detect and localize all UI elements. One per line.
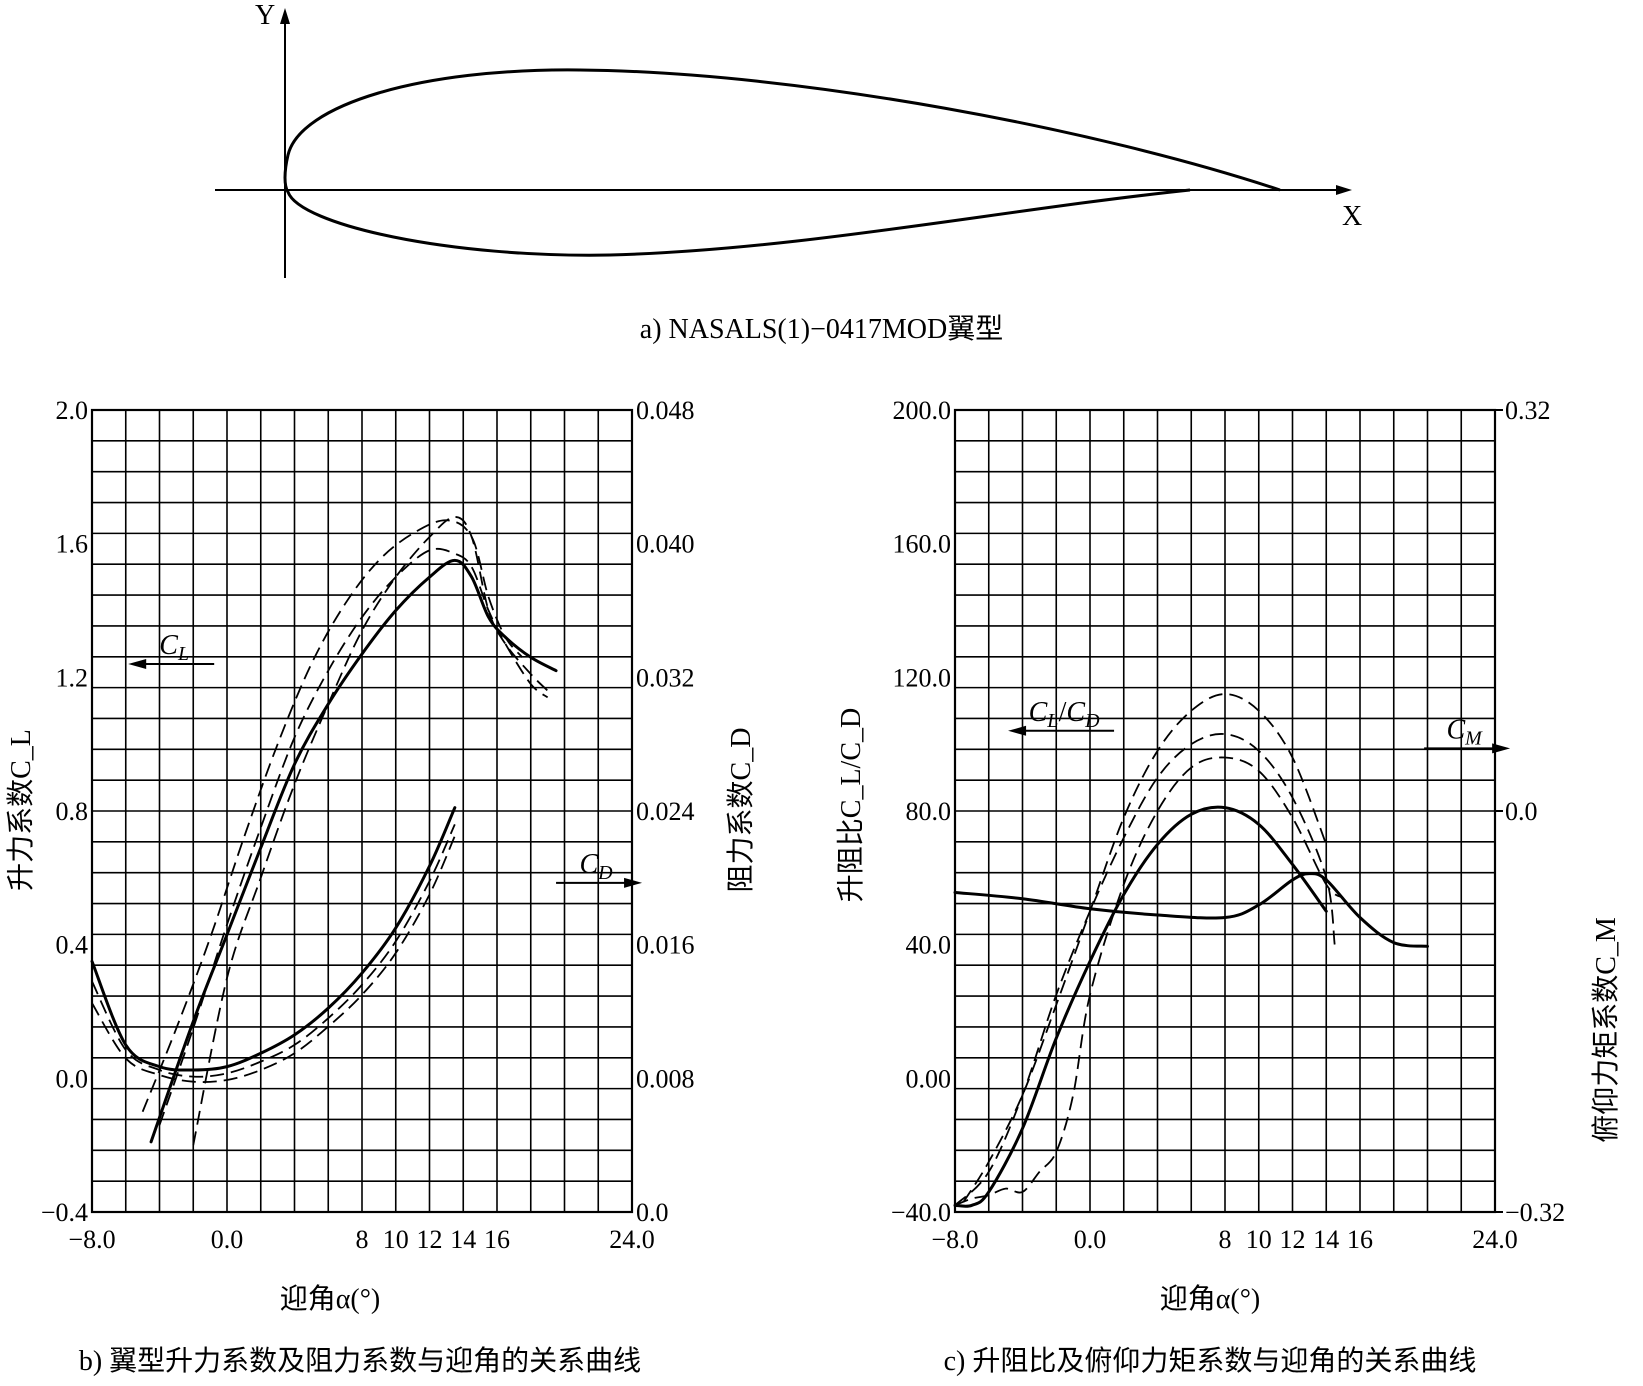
- right-axis-tick-label: −0.32: [1505, 1198, 1565, 1227]
- chart-b-x-axis-label: 迎角α(°): [280, 1283, 381, 1315]
- left-axis-tick-label: 40.0: [906, 931, 952, 960]
- chart-c-x-axis-label: 迎角α(°): [1160, 1283, 1261, 1315]
- x-axis-tick-label: 8: [356, 1225, 369, 1254]
- x-axis-tick-label: 10: [1246, 1225, 1272, 1254]
- chart-b-annotations: CL CD: [128, 630, 643, 888]
- chart-c-annotations: CL /CD CM: [1008, 697, 1511, 754]
- right-axis-tick-label: 0.0: [636, 1198, 669, 1227]
- x-axis-tick-label: 14: [1313, 1225, 1339, 1254]
- series-dashed-curve: [954, 756, 1344, 1207]
- series-dashed-curve: [141, 519, 524, 1113]
- annotation-c-m-label: CM: [1446, 714, 1483, 749]
- x-axis-tick-label: 14: [450, 1225, 476, 1254]
- x-axis-tick-label: 0.0: [211, 1225, 244, 1254]
- x-axis-tick-label: 24.0: [609, 1225, 655, 1254]
- c-d-curve: [90, 806, 457, 1072]
- chart-c-series: [953, 693, 1429, 1208]
- right-axis-tick-label: 0.008: [636, 1064, 695, 1093]
- annotation-c-l-c-d-label: CL /CD: [1029, 697, 1101, 732]
- right-axis-tick-label: 0.048: [636, 396, 695, 425]
- airfoil-y-label: Y: [255, 0, 275, 31]
- chart-c-left-axis-label: 升阻比C_L/C_D: [835, 708, 867, 902]
- left-axis-tick-label: 200.0: [893, 396, 952, 425]
- chart-c-left-axis-ticks: 200.0 160.0 120.0 80.0 40.0 0.00 −40.0: [891, 396, 951, 1227]
- left-axis-tick-label: 2.0: [56, 396, 89, 425]
- annotation-c-d-arrow-head: [624, 877, 643, 888]
- left-axis-tick-label: −0.4: [41, 1198, 88, 1227]
- chart-b-left-axis-label: 升力系数C_L: [5, 729, 37, 891]
- x-axis-tick-label: 12: [1280, 1225, 1306, 1254]
- chart-c-left-axis-label-text: 升阻比C_L/C_D: [835, 708, 867, 902]
- right-axis-tick-label: 0.32: [1505, 396, 1551, 425]
- chart-c-right-axis-ticks: 0.32 0.0 −0.32: [1495, 396, 1565, 1227]
- series-dashed-curve: [192, 516, 549, 1146]
- c-m-curve: [953, 872, 1429, 948]
- airfoil-x-label: X: [1342, 201, 1362, 232]
- chart-b-right-axis-ticks: 0.048 0.040 0.032 0.024 0.016 0.008 0.0: [636, 396, 695, 1227]
- chart-b-x-axis-ticks: −8.0 0.0 8 10 12 14 16 24.0: [68, 1225, 654, 1254]
- left-axis-tick-label: 1.2: [56, 663, 89, 692]
- y-axis-arrow: [280, 8, 290, 24]
- right-axis-tick-label: 0.024: [636, 797, 695, 826]
- series-dashed-curve: [962, 693, 1328, 1203]
- chart-b-frame: [90, 408, 634, 1214]
- chart-b-right-axis-label: 阻力系数C_D: [725, 728, 757, 893]
- x-axis-tick-label: 12: [417, 1225, 443, 1254]
- left-axis-tick-label: −40.0: [891, 1198, 951, 1227]
- right-axis-tick-label: 0.0: [1505, 797, 1538, 826]
- x-axis-tick-label: 10: [383, 1225, 409, 1254]
- right-axis-tick-label: 0.032: [636, 663, 695, 692]
- chart-c-right-axis-label: 俯仰力矩系数C_M: [1590, 917, 1622, 1143]
- left-axis-tick-label: 120.0: [893, 663, 952, 692]
- right-axis-tick-label: 0.040: [636, 530, 695, 559]
- annotation-c-l-c-d-arrow-head: [1008, 725, 1027, 736]
- x-axis-tick-label: 24.0: [1472, 1225, 1518, 1254]
- left-axis-tick-label: 80.0: [906, 797, 952, 826]
- series-dashed-curve: [158, 547, 549, 1126]
- airfoil-panel: Y X a) NASALS(1)−0417MOD翼型: [215, 0, 1362, 345]
- x-axis-tick-label: −8.0: [68, 1225, 115, 1254]
- series-dashed-curve: [954, 733, 1336, 1206]
- chart-b-series: [90, 516, 558, 1146]
- left-axis-tick-label: 160.0: [893, 530, 952, 559]
- left-axis-tick-label: 0.0: [56, 1064, 89, 1093]
- right-axis-tick-label: 0.016: [636, 931, 695, 960]
- chart-b-grid: [92, 410, 632, 1212]
- left-axis-tick-label: 0.00: [906, 1064, 952, 1093]
- chart-c-grid: [955, 410, 1495, 1212]
- annotation-c-l-label: CL: [159, 630, 189, 665]
- chart-c-right-axis-label-text: 俯仰力矩系数C_M: [1590, 917, 1622, 1143]
- x-axis-arrow: [1336, 185, 1352, 195]
- chart-b-caption: b) 翼型升力系数及阻力系数与迎角的关系曲线: [79, 1345, 641, 1377]
- x-axis-tick-label: 0.0: [1074, 1225, 1107, 1254]
- chart-b-left-axis-label-text: 升力系数C_L: [5, 729, 37, 891]
- series-dashed-curve: [91, 824, 456, 1078]
- annotation-c-d-label: CD: [579, 849, 613, 884]
- chart-panel-b: 2.01.61.20.80.40.0−0.4 0.0480.0400.0320.…: [5, 396, 757, 1377]
- x-axis-tick-label: 16: [484, 1225, 510, 1254]
- left-axis-tick-label: 0.4: [56, 931, 89, 960]
- annotation-c-l-arrow-head: [128, 658, 147, 669]
- x-axis-tick-label: −8.0: [931, 1225, 978, 1254]
- c-l-c-d-curve: [953, 805, 1328, 1208]
- left-axis-tick-label: 1.6: [56, 530, 89, 559]
- chart-b-right-axis-label-text: 阻力系数C_D: [725, 728, 757, 893]
- chart-c-x-axis-ticks: −8.0 0.0 8 10 12 14 16 24.0: [931, 1225, 1517, 1254]
- chart-b-left-axis-ticks: 2.0 1.6 1.2 0.8 0.4 0.0 −0.4: [41, 396, 88, 1227]
- airfoil-caption: a) NASALS(1)−0417MOD翼型: [640, 313, 1003, 345]
- chart-c-caption: c) 升阻比及俯仰力矩系数与迎角的关系曲线: [944, 1345, 1477, 1377]
- series-dashed-curve: [91, 835, 456, 1083]
- annotation-c-m-arrow-head: [1492, 743, 1511, 754]
- airfoil-outline: [283, 68, 1281, 257]
- c-l-curve: [149, 558, 558, 1144]
- x-axis-tick-label: 16: [1347, 1225, 1373, 1254]
- left-axis-tick-label: 0.8: [56, 797, 89, 826]
- x-axis-tick-label: 8: [1219, 1225, 1232, 1254]
